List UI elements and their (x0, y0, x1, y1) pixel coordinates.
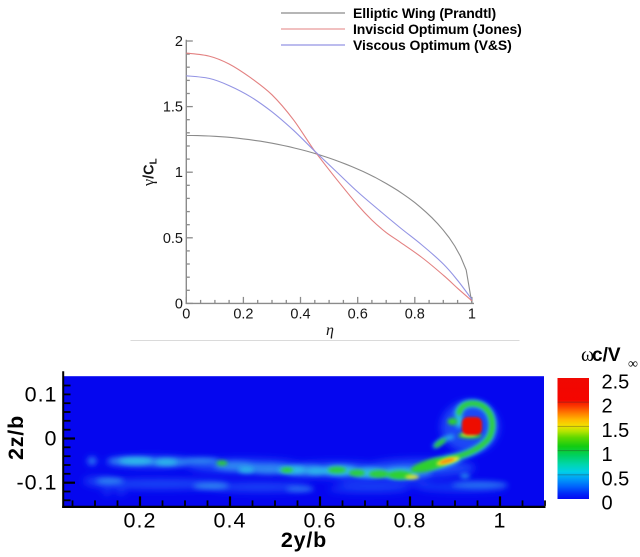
svg-text:0.5: 0.5 (163, 231, 183, 247)
svg-text:Inviscid Optimum (Jones): Inviscid Optimum (Jones) (353, 21, 522, 37)
svg-text:∞: ∞ (628, 357, 638, 372)
svg-text:-0.1: -0.1 (16, 471, 57, 495)
svg-text:1.5: 1.5 (163, 100, 183, 116)
svg-text:1: 1 (175, 165, 183, 181)
svg-text:2: 2 (602, 396, 613, 418)
svg-text:γ/CL: γ/CL (141, 158, 160, 187)
svg-text:0.2: 0.2 (124, 509, 157, 533)
svg-text:0.8: 0.8 (405, 307, 425, 323)
svg-text:2z/b: 2z/b (4, 415, 28, 460)
svg-text:0: 0 (45, 427, 58, 451)
svg-text:0.2: 0.2 (233, 307, 253, 323)
svg-text:Viscous Optimum (V&S): Viscous Optimum (V&S) (353, 37, 512, 53)
svg-text:Elliptic Wing (Prandtl): Elliptic Wing (Prandtl) (353, 5, 496, 21)
svg-text:2y/b: 2y/b (281, 528, 327, 552)
svg-text:0.5: 0.5 (602, 468, 630, 490)
svg-text:η: η (326, 322, 334, 339)
svg-text:0.8: 0.8 (394, 509, 427, 533)
svg-text:2.5: 2.5 (602, 372, 630, 394)
svg-text:0.1: 0.1 (25, 382, 58, 406)
svg-text:0.4: 0.4 (214, 509, 247, 533)
svg-text:ω: ω (581, 344, 594, 366)
svg-text:0: 0 (182, 307, 190, 323)
svg-text:0.6: 0.6 (304, 509, 337, 533)
svg-text:c/V: c/V (592, 345, 621, 366)
svg-text:1: 1 (602, 444, 613, 466)
svg-text:0: 0 (175, 296, 183, 312)
svg-text:1.5: 1.5 (602, 420, 630, 442)
svg-text:2: 2 (175, 34, 183, 50)
svg-text:0.6: 0.6 (348, 307, 368, 323)
svg-text:0.4: 0.4 (290, 307, 310, 323)
svg-text:1: 1 (468, 307, 476, 323)
svg-text:0: 0 (602, 493, 613, 515)
svg-text:1: 1 (494, 509, 507, 533)
